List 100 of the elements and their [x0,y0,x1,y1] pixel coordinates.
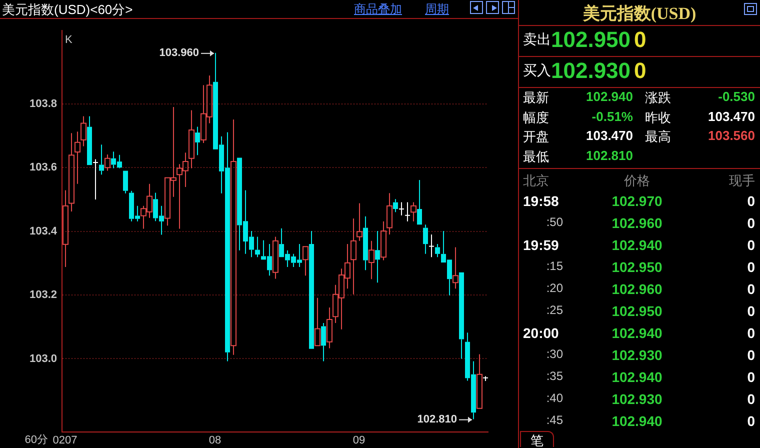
text: 102.930 [610,347,664,363]
candlestick [393,198,398,213]
y-tick-label: 103.4 [29,225,58,238]
text: :40 [545,391,563,405]
text: 0 [746,259,755,275]
text: 102.940 [610,237,664,253]
candlestick [321,322,326,362]
candlestick [87,116,92,166]
text: :15 [545,259,563,273]
text: 102.930 [551,58,631,84]
candlestick [350,218,356,295]
text: 102.950 [551,27,631,53]
text: 现手 [728,172,755,190]
text: 102.940 [586,89,633,104]
text: 102.940 [610,325,664,341]
candlestick [452,246,458,290]
text: :50 [545,215,563,229]
candlestick [314,297,320,346]
text: 0 [746,391,755,407]
candlestick [302,246,308,276]
candlestick [230,118,236,356]
text: 幅度 [523,108,549,126]
candlestick [255,236,260,258]
candlestick [68,132,74,212]
text: 最高 [645,128,671,146]
text: 102.810 [586,148,633,162]
x-tick-label: 0207 [52,434,78,447]
text: 102.950 [610,303,664,319]
candlestick [423,224,428,254]
candlestick [363,216,368,271]
text: 102.950 [610,259,664,275]
text: 102.970 [610,193,664,209]
candlestick [272,236,278,280]
text: 最新 [523,89,549,107]
candlestick [74,131,80,184]
text: :45 [545,413,563,427]
text: :35 [545,369,563,383]
text: -0.530 [718,89,755,104]
text: 美元指数(USD) [582,3,698,25]
y-tick-label: 103.2 [29,289,57,302]
text: 0 [634,27,646,53]
text: 卖出 [523,31,551,49]
candlestick [368,240,374,280]
text: 0 [746,325,755,341]
text: 0 [634,58,646,84]
text: 笔 [520,431,554,448]
candlestick [99,144,104,176]
candlestick [459,272,464,360]
text: 北京 [523,172,549,190]
text: 0 [746,193,755,209]
candlestick [326,306,332,349]
text: 周期 [425,1,449,18]
candlestick [386,192,392,235]
text: 涨跌 [645,89,671,107]
text: 0 [746,215,755,231]
text: 买入 [523,62,551,80]
text: 103.470 [708,108,755,124]
x-tick-label: 08 [208,434,222,447]
text: 0 [746,369,755,385]
candlestick [428,234,434,258]
text: 开盘 [523,128,549,146]
candlestick [356,202,362,242]
text: 0 [746,413,755,429]
text: 103.560 [708,128,755,143]
y-tick-label: 103.8 [29,98,57,110]
text: 19:59 [523,237,559,253]
candlestick [417,180,422,225]
text: 102.940 [610,369,664,385]
candlestick [398,202,404,216]
text: 19:58 [523,193,559,209]
text: 102.960 [610,281,664,297]
candlestick [410,202,416,222]
candlestick [476,354,482,409]
y-tick-label: 103.0 [29,352,57,365]
text: 102.940 [610,413,664,429]
candlestick [92,158,98,200]
candlestick [104,154,110,172]
x-axis-title: 60分 [24,434,48,446]
text: 103.470 [586,128,633,143]
candlestick [309,230,314,349]
text: 102.930 [610,391,664,407]
candlestick [380,220,386,261]
text: 0 [746,281,755,297]
text: 昨收 [645,108,671,126]
y-tick-label: 103.6 [29,162,57,174]
text: 0 [746,237,755,253]
candlestick [62,190,68,268]
text: :20 [545,281,563,295]
text: -0.51% [592,108,633,124]
text: 20:00 [523,325,559,341]
candlestick [80,116,86,147]
candlestick [435,244,440,258]
annotation: 103.960 [159,46,199,59]
candlestick [123,170,128,194]
candlestick [404,202,410,222]
annotation: K [65,34,73,46]
chart-title: 美元指数(USD)<60分> [2,1,133,19]
text: 0 [746,347,755,363]
candlestick [188,110,194,169]
text: 0 [746,303,755,319]
